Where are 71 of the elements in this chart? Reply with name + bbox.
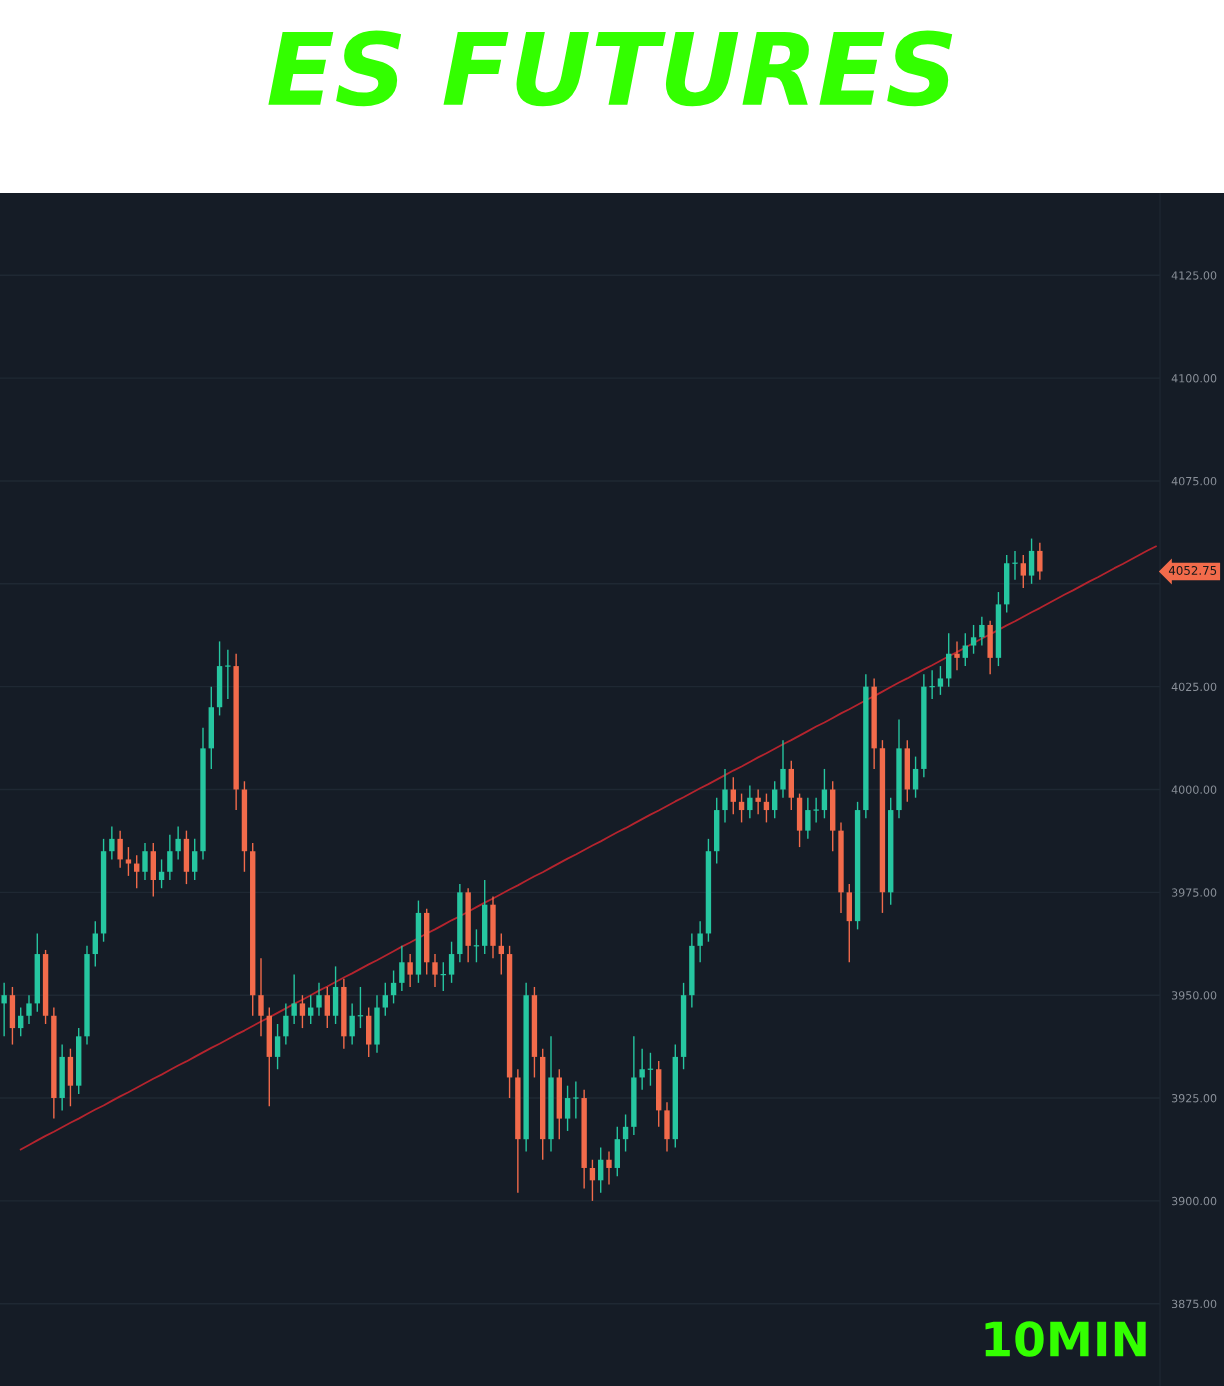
candlestick: [175, 825, 181, 861]
y-tick-label: 4100.00: [1171, 374, 1217, 383]
candlestick: [390, 969, 397, 1005]
candlestick: [26, 994, 32, 1025]
candlestick: [697, 920, 703, 963]
y-tick-label: 4075.00: [1171, 476, 1217, 486]
y-tick-label: 3975.00: [1171, 888, 1217, 897]
candlestick: [589, 1159, 596, 1202]
candlestick: [92, 920, 98, 968]
candlestick: [283, 1002, 289, 1046]
candlestick: [299, 994, 306, 1029]
candlestick: [432, 953, 438, 988]
candlestick: [722, 768, 728, 824]
candlestick: [167, 834, 173, 881]
candlestick: [970, 624, 977, 655]
annotation: 10MIN: [985, 1321, 1146, 1357]
candlestick: [316, 982, 322, 1017]
candlestick: [813, 797, 819, 824]
candlestick: [117, 829, 123, 869]
candlestick: [805, 797, 811, 840]
candlestick: [291, 973, 297, 1025]
candlestick: [308, 994, 314, 1025]
candlestick: [399, 945, 405, 992]
candlestick: [937, 665, 944, 696]
candlestick: [448, 941, 455, 984]
text: 4052.75: [1168, 565, 1217, 575]
candlestick: [738, 792, 745, 824]
candlestick: [954, 640, 960, 671]
y-tick-label: 3950.00: [1171, 991, 1217, 1000]
candlestick: [780, 739, 786, 799]
candlestick: [192, 838, 198, 881]
candlestick: [1020, 554, 1026, 589]
candlestick: [324, 986, 330, 1029]
candlestick: [18, 1006, 24, 1038]
candlestick: [606, 1150, 612, 1186]
candlestick: [598, 1146, 604, 1194]
candlestick: [134, 854, 140, 889]
line-series: [19, 545, 1157, 1151]
candlestick: [258, 957, 264, 1038]
candlestick: [730, 776, 736, 815]
candlestick: [382, 982, 388, 1017]
y-tick-label: 3875.00: [1171, 1299, 1217, 1309]
y-tick-label: 4025.00: [1171, 682, 1217, 692]
y-tick-label: 4125.00: [1171, 271, 1217, 280]
y-tick-label: 4000.00: [1171, 785, 1217, 794]
candlestick: [498, 932, 504, 976]
candlestick: [763, 792, 770, 824]
candlestick: [772, 780, 778, 819]
candlestick: [142, 842, 148, 881]
chart-title: ES FUTURES: [268, 30, 953, 107]
candlestick: [349, 1002, 355, 1046]
candlestick: [979, 616, 985, 647]
candlestick: [962, 632, 968, 667]
candlestick: [564, 1084, 571, 1132]
candlestick: [125, 846, 132, 877]
candlestick: [407, 953, 413, 988]
candlestick: [1, 982, 7, 1038]
candlestick: [573, 1080, 579, 1120]
candlestick: [622, 1113, 629, 1153]
candlestick: [274, 1023, 281, 1070]
y-tick-label: 3925.00: [1171, 1094, 1217, 1103]
candlestick: [821, 768, 828, 819]
candlestick: [1037, 541, 1043, 581]
candlestick: [755, 788, 761, 815]
candlestick: [747, 784, 753, 819]
candlestick: [225, 648, 231, 700]
candlestick: [109, 825, 115, 861]
candlestick: [158, 858, 165, 889]
y-tick-label: 3900.00: [1171, 1196, 1217, 1206]
candlestick: [912, 755, 919, 799]
candlestick: [639, 1047, 645, 1091]
